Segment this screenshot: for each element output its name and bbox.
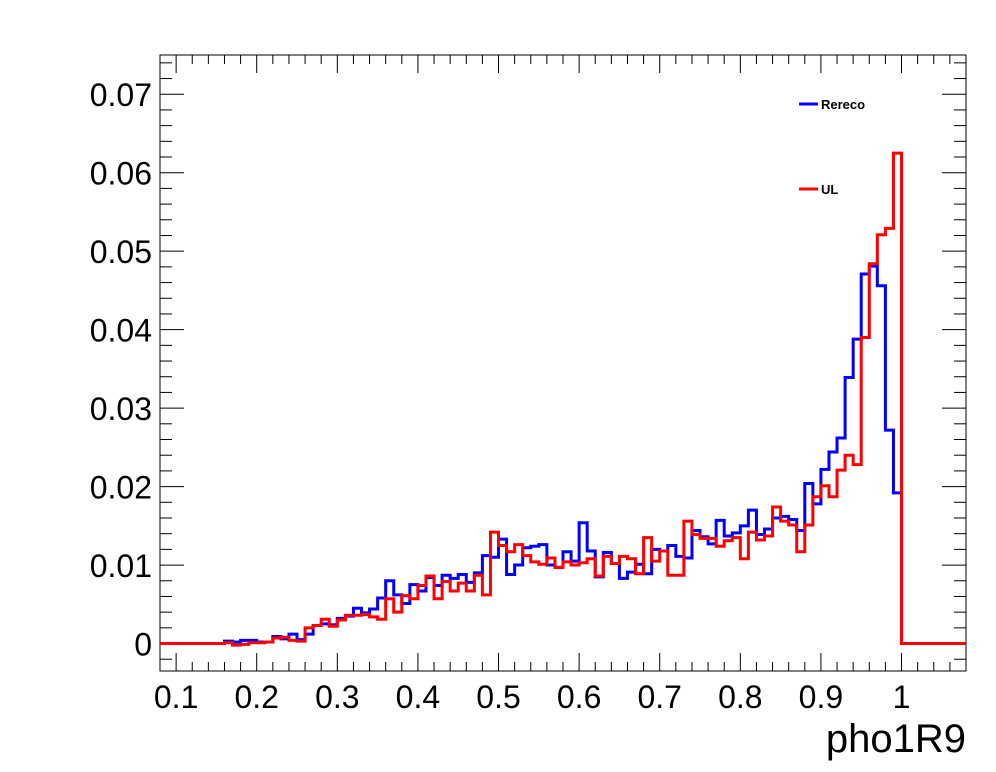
y-axis-ticks	[160, 62, 966, 660]
x-tick-label: 0.2	[234, 679, 278, 715]
legend-label-ul: UL	[821, 182, 838, 197]
x-tick-label: 0.6	[557, 679, 601, 715]
x-axis-tick-labels: 0.1 0.2 0.3 0.4 0.5 0.6 0.7 0.8 0.9 1	[154, 679, 911, 715]
x-tick-label: 0.1	[154, 679, 198, 715]
y-axis-tick-labels: 0 0.01 0.02 0.03 0.04 0.05 0.06 0.07	[90, 77, 152, 662]
x-tick-label: 0.7	[637, 679, 681, 715]
x-axis-ticks	[159, 55, 967, 671]
x-tick-label: 0.5	[476, 679, 520, 715]
x-axis-title: pho1R9	[826, 717, 966, 761]
x-tick-label: 0.8	[718, 679, 762, 715]
plot-frame	[159, 54, 967, 672]
y-tick-label: 0.06	[90, 156, 152, 192]
y-tick-label: 0.04	[90, 313, 152, 349]
x-tick-label: 0.4	[396, 679, 440, 715]
legend: Rereco UL	[799, 97, 865, 197]
x-tick-label: 0.3	[315, 679, 359, 715]
y-tick-label: 0.02	[90, 470, 152, 506]
series-lines	[160, 151, 966, 647]
y-tick-label: 0.01	[90, 548, 152, 584]
y-tick-label: 0	[134, 627, 152, 663]
legend-label-rereco: Rereco	[821, 97, 865, 112]
y-tick-label: 0.03	[90, 391, 152, 427]
x-tick-label: 0.9	[799, 679, 843, 715]
y-tick-label: 0.05	[90, 234, 152, 270]
x-tick-label: 1	[893, 679, 911, 715]
y-tick-label: 0.07	[90, 77, 152, 113]
series-line-ul	[160, 151, 966, 647]
